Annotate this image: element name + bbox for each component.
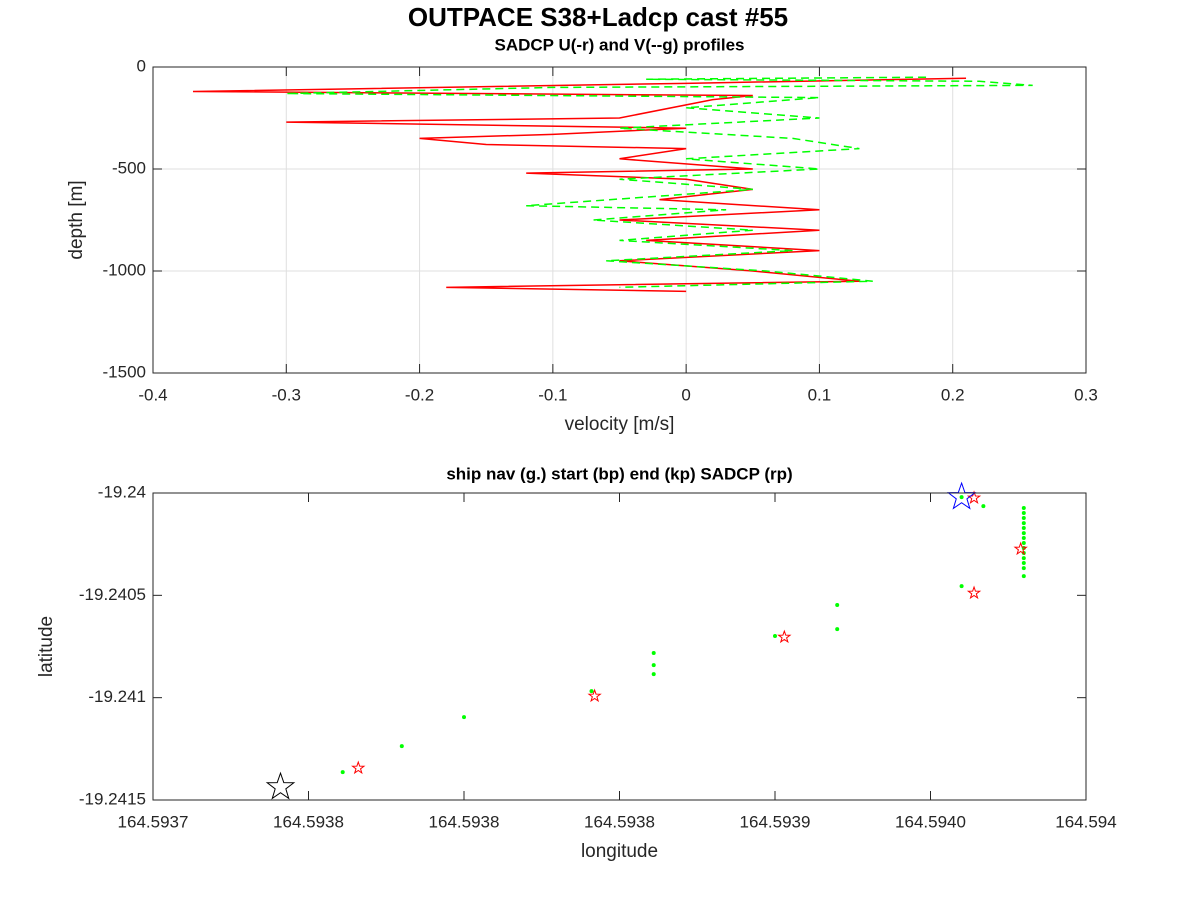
nav-point [773,634,777,639]
sadcp-star [587,688,602,703]
sadcp-star [777,629,792,644]
nav-point [1021,566,1026,571]
sadcp-star [351,760,366,775]
y-tick-label: -500 [112,158,146,177]
x-tick-label: 0.2 [941,385,965,404]
x-tick-label: 0.3 [1074,385,1098,404]
nav-point [1021,511,1026,516]
y-tick-label: -19.241 [88,687,146,706]
x-axis-label: longitude [581,841,658,862]
nav-point [959,495,964,500]
nav-point [981,504,986,509]
x-tick-label: 164.5938 [273,812,344,831]
plot-area [153,493,1086,800]
nav-point [835,602,840,607]
nav-point [462,715,466,720]
sadcp-star [966,585,982,600]
y-tick-label: -19.2415 [79,789,146,808]
nav-point [1021,560,1026,565]
nav-point [1021,540,1026,545]
profile-line [286,76,1033,289]
x-tick-label: 164.5940 [895,812,966,831]
x-tick-label: 164.5938 [429,812,500,831]
nav-point [1021,505,1026,510]
x-tick-label: 164.5939 [740,812,811,831]
x-tick-label: -0.2 [405,385,434,404]
x-tick-label: 164.5938 [584,812,655,831]
x-tick-label: 164.594 [1055,812,1116,831]
sadcp-star [966,490,982,505]
x-tick-label: -0.1 [538,385,567,404]
position-star [265,771,296,800]
x-tick-label: 0.1 [808,385,832,404]
nav-point [651,651,656,656]
sadcp-star [1013,541,1028,556]
y-tick-label: -1000 [103,260,146,279]
axes-title: SADCP U(-r) and V(--g) profiles [495,35,745,54]
figure-title: OUTPACE S38+Ladcp cast #55 [408,2,788,32]
nav-point [959,584,964,589]
x-tick-label: -0.4 [138,385,167,404]
nav-point [399,744,404,749]
x-axis-label: velocity [m/s] [565,414,675,435]
nav-point [1021,536,1026,541]
y-tick-label: -19.2405 [79,585,146,604]
x-tick-label: -0.3 [272,385,301,404]
nav-point [1021,556,1026,561]
nav-point [340,770,345,775]
y-tick-label: -1500 [103,362,146,381]
axes-box [152,492,1087,801]
y-tick-label: -19.24 [98,482,146,501]
y-tick-label: 0 [137,56,146,75]
nav-point [1021,515,1026,520]
axes-title: ship nav (g.) start (bp) end (kp) SADCP … [446,464,792,483]
axes-box [152,66,1087,374]
nav-point [1021,525,1026,530]
nav-point [835,627,840,632]
y-axis-label: latitude [36,616,57,677]
x-tick-label: 0 [681,385,690,404]
nav-point [651,663,656,668]
nav-point [1021,521,1026,526]
y-axis-label: depth [m] [66,180,87,259]
nav-point [1021,531,1026,536]
profile-line [192,77,967,293]
nav-point [651,672,656,677]
x-tick-label: 164.5937 [118,812,189,831]
nav-point [1021,574,1026,579]
nav-point [589,689,594,694]
